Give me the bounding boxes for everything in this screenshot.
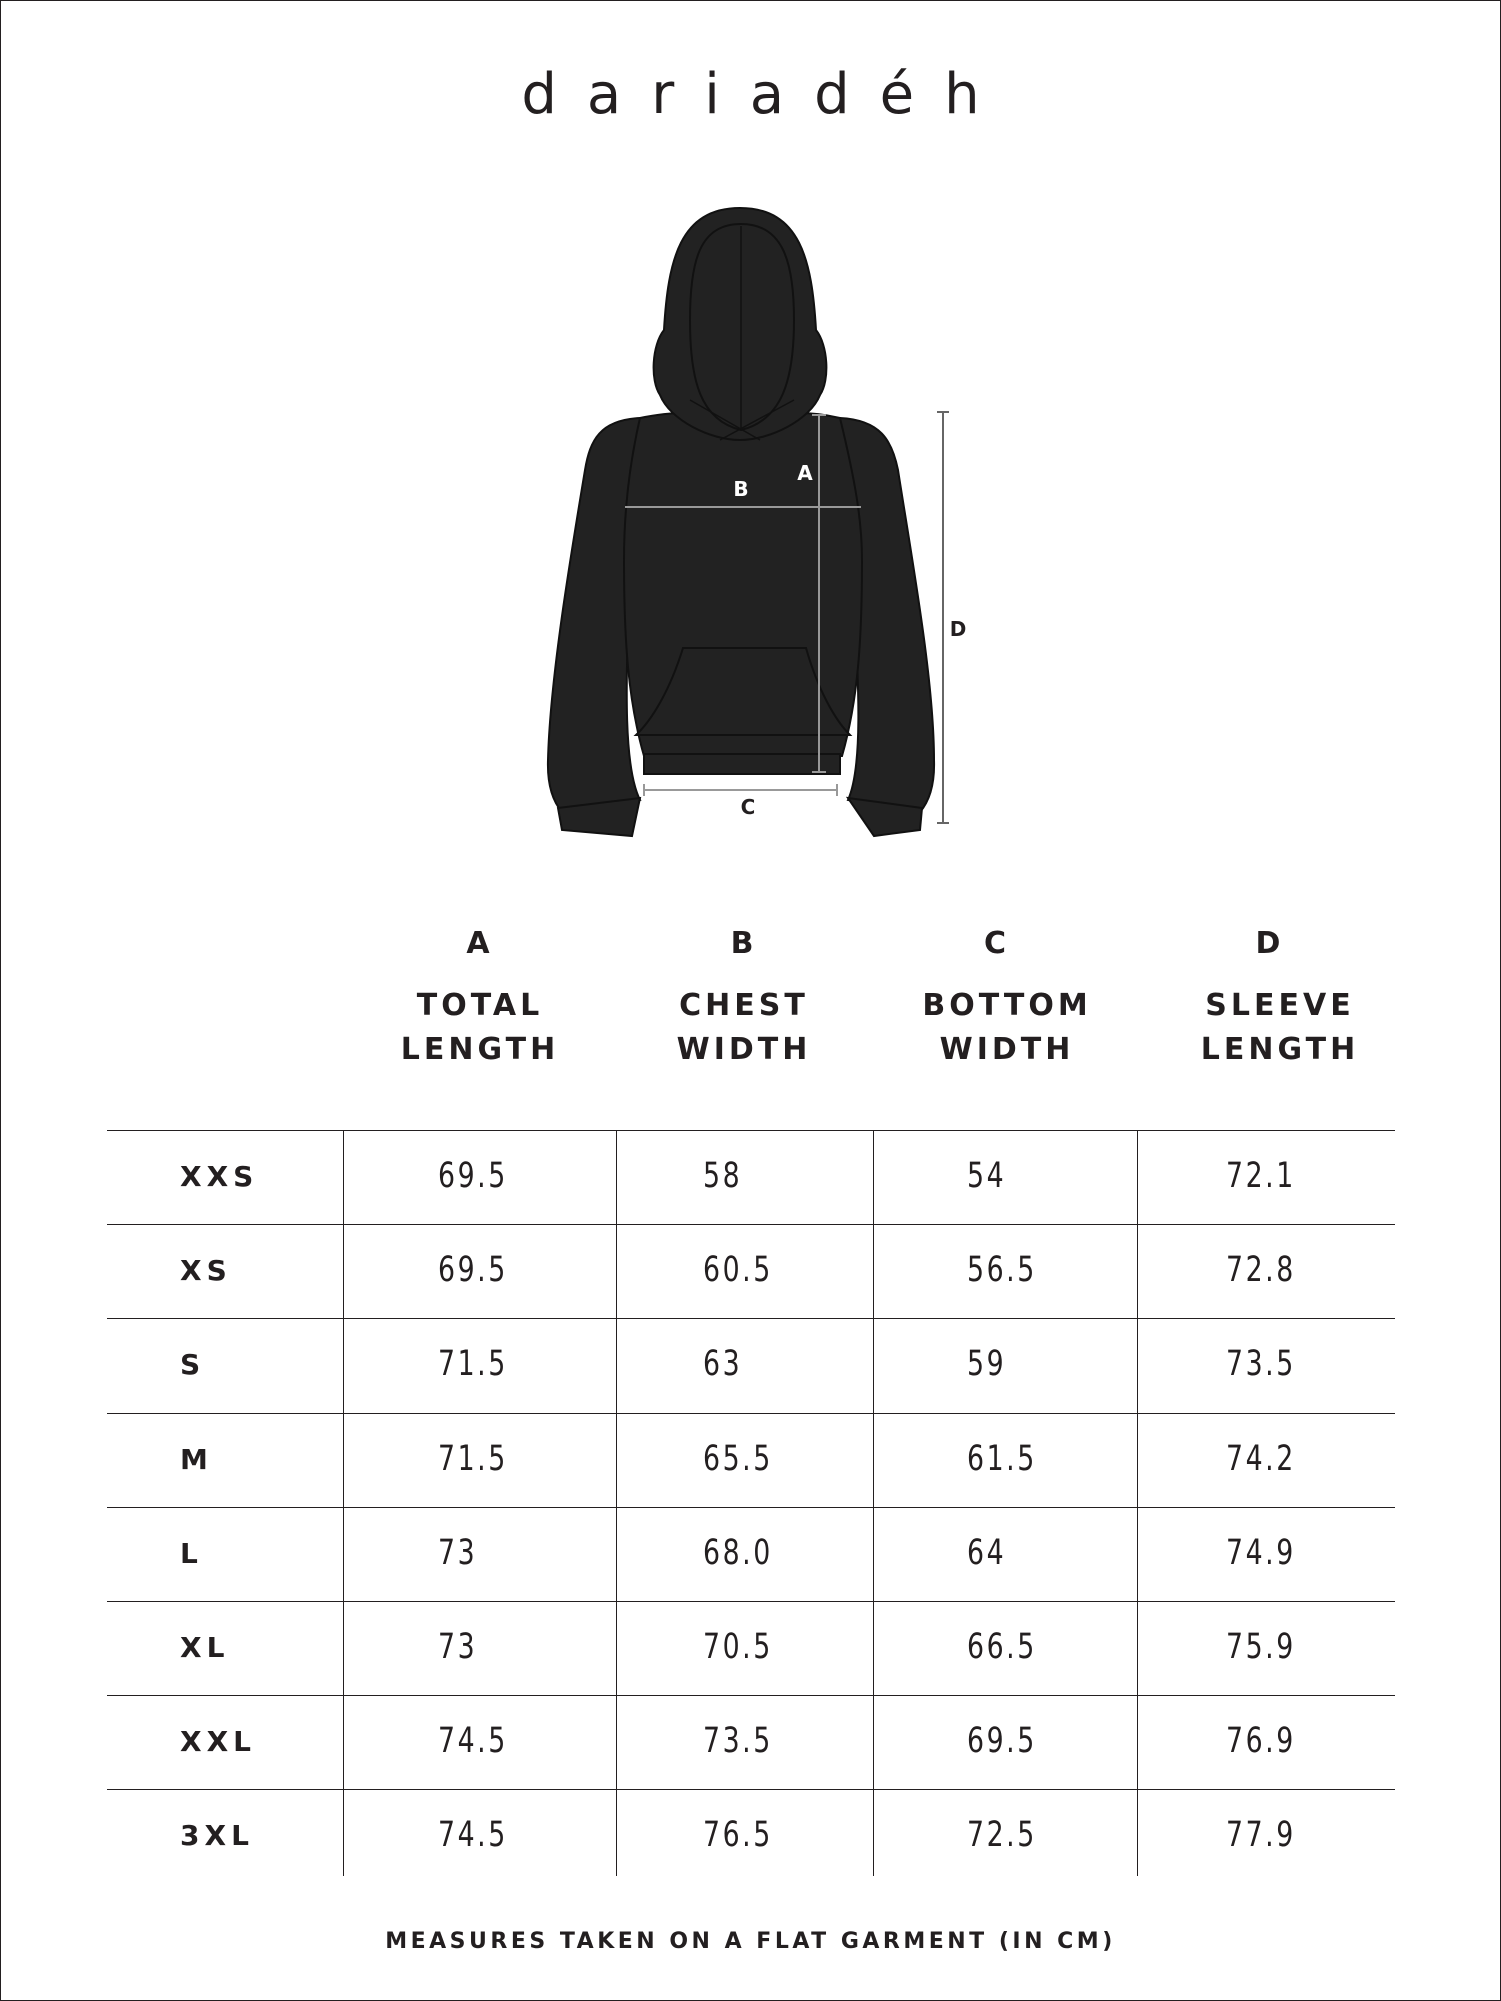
measurement-cell: 61.5	[967, 1438, 1037, 1479]
label-c: C	[741, 795, 756, 819]
label-b: B	[733, 477, 748, 501]
row-divider	[107, 1130, 1395, 1131]
measurement-cell: 69.5	[967, 1721, 1037, 1762]
row-divider	[107, 1318, 1395, 1320]
measurement-cell: 76.5	[703, 1815, 773, 1856]
left-sleeve	[546, 416, 642, 814]
measurement-cell: 74.9	[1226, 1532, 1296, 1573]
hood-opening	[688, 222, 796, 432]
left-cuff	[556, 796, 642, 838]
column-header-total-length: A TOTAL LENGTH	[400, 926, 560, 1067]
measurement-cell: 74.5	[438, 1721, 508, 1762]
row-divider	[107, 1601, 1395, 1602]
label-d: D	[950, 617, 967, 641]
measurement-cell: 65.5	[703, 1438, 773, 1479]
brand-logo: dariadéh	[521, 62, 1010, 127]
column-divider	[616, 1130, 617, 1876]
measurement-cell: 60.5	[703, 1250, 773, 1291]
measurement-cell: 69.5	[438, 1156, 508, 1196]
row-divider	[107, 1224, 1395, 1226]
measurement-cell: 74.5	[438, 1815, 508, 1856]
size-label: XXL	[180, 1725, 257, 1759]
column-divider	[873, 1130, 874, 1876]
measurement-cell: 72.8	[1226, 1250, 1296, 1291]
measurement-cell: 72.1	[1226, 1156, 1296, 1196]
size-label: 3XL	[180, 1819, 254, 1853]
size-label: S	[180, 1348, 206, 1382]
measurement-cell: 72.5	[967, 1815, 1037, 1856]
size-label: XL	[180, 1631, 230, 1664]
size-label: XXS	[180, 1160, 259, 1193]
label-a: A	[797, 461, 813, 485]
measurement-cell: 58	[703, 1156, 743, 1196]
measurement-cell: 75.9	[1226, 1627, 1296, 1667]
footer-note: MEASURES TAKEN ON A FLAT GARMENT (IN CM)	[385, 1929, 1116, 1954]
measurement-cell: 73.5	[1226, 1344, 1296, 1385]
size-label: XS	[180, 1254, 232, 1288]
measurement-cell: 56.5	[967, 1250, 1037, 1291]
measurement-cell: 73	[438, 1627, 478, 1667]
measurement-cell: 69.5	[438, 1250, 508, 1291]
measurement-cell: 73	[438, 1532, 478, 1573]
pocket	[633, 647, 853, 736]
size-label: L	[180, 1536, 203, 1570]
row-divider	[107, 1789, 1395, 1791]
measurement-cell: 74.2	[1226, 1438, 1296, 1479]
row-divider	[107, 1412, 1395, 1414]
measurement-cell: 59	[967, 1344, 1007, 1385]
measurement-cell: 63	[703, 1344, 743, 1385]
column-divider	[343, 1130, 344, 1876]
column-header-sleeve-length: D SLEEVE LENGTH	[1200, 926, 1360, 1067]
row-divider	[107, 1695, 1395, 1697]
right-sleeve	[838, 416, 936, 814]
column-header-chest-width: B CHEST WIDTH	[676, 926, 812, 1067]
row-divider	[107, 1506, 1395, 1508]
measurement-cell: 66.5	[967, 1627, 1037, 1667]
measurement-cell: 68.0	[703, 1532, 773, 1573]
measurement-cell: 64	[967, 1532, 1007, 1573]
size-label: M	[180, 1442, 213, 1476]
measurement-cell: 73.5	[703, 1721, 773, 1762]
hem-band	[643, 753, 841, 775]
measurement-cell: 77.9	[1226, 1815, 1296, 1856]
measurement-cell: 70.5	[703, 1627, 773, 1667]
measurement-cell: 71.5	[438, 1344, 508, 1385]
measurement-cell: 54	[967, 1156, 1007, 1196]
measurement-cell: 76.9	[1226, 1721, 1296, 1762]
right-cuff	[845, 796, 924, 838]
hoodie-diagram: A B C D	[546, 206, 967, 838]
column-divider	[1137, 1130, 1138, 1876]
measurement-cell: 71.5	[438, 1438, 508, 1479]
column-header-bottom-width: C BOTTOM WIDTH	[922, 926, 1092, 1067]
